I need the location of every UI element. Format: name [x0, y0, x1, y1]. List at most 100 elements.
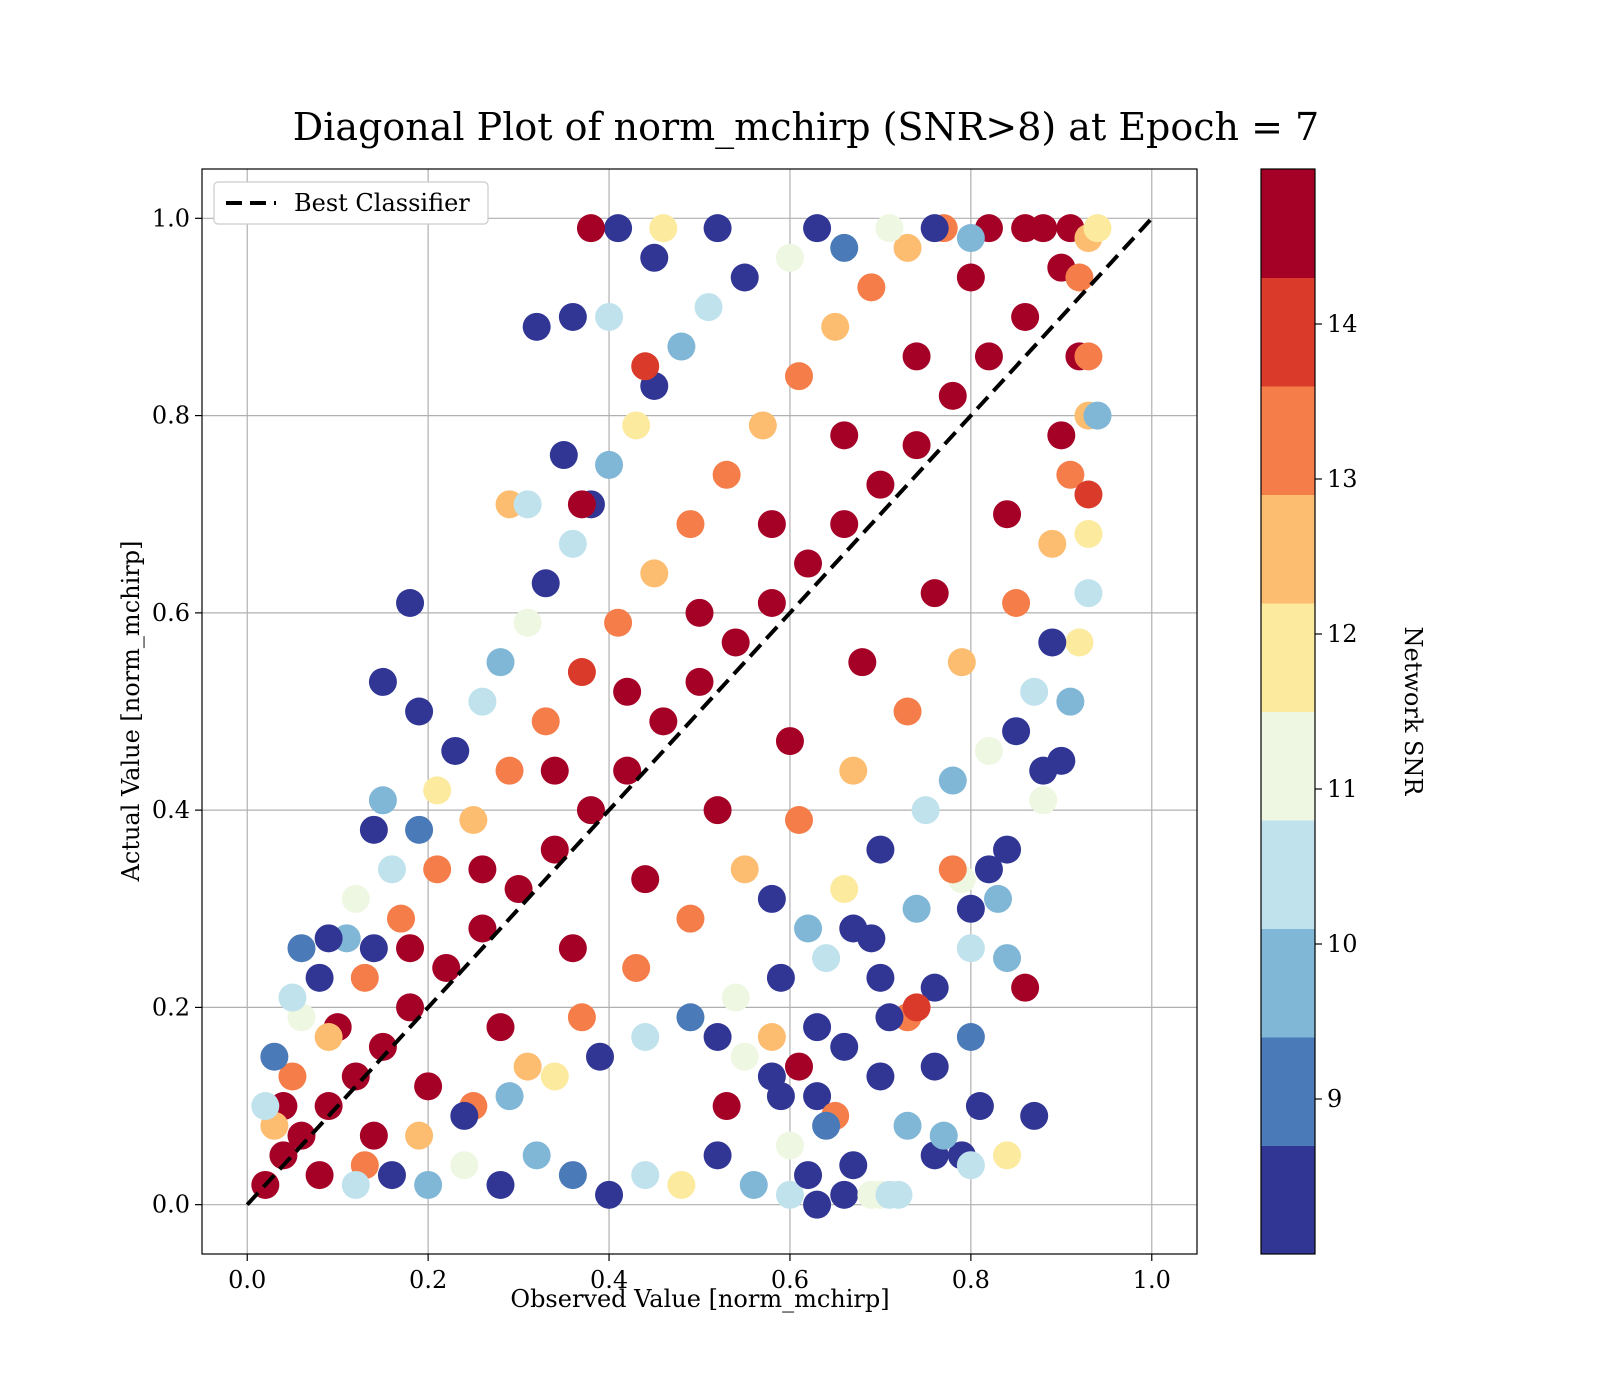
scatter-point — [757, 510, 786, 539]
scatter-point — [785, 1052, 813, 1081]
colorbar-segment — [1261, 928, 1315, 1038]
scatter-point — [513, 608, 542, 637]
scatter-point — [839, 756, 868, 785]
scatter-point — [812, 944, 841, 973]
scatter-point — [721, 983, 750, 1012]
scatter-point — [1029, 756, 1058, 785]
colorbar-segment — [1261, 1145, 1315, 1255]
scatter-point — [993, 835, 1022, 864]
scatter-point — [450, 1101, 479, 1130]
scatter-point — [513, 490, 542, 519]
scatter-point — [1011, 973, 1040, 1002]
scatter-point — [359, 934, 388, 963]
scatter-point — [341, 1062, 370, 1091]
scatter-point — [1074, 579, 1103, 608]
scatter-point — [341, 1170, 370, 1199]
scatter-point — [368, 786, 397, 815]
scatter-point — [359, 1121, 388, 1150]
scatter-point — [350, 963, 379, 992]
scatter-point — [558, 529, 587, 558]
scatter-point — [721, 628, 750, 657]
scatter-point — [1074, 342, 1103, 371]
scatter-point — [938, 381, 967, 410]
scatter-point — [1029, 214, 1058, 243]
colorbar-frame — [1260, 168, 1316, 1255]
scatter-point — [531, 569, 560, 598]
scatter-point — [775, 243, 804, 272]
scatter-point — [377, 1161, 406, 1190]
scatter-point — [875, 214, 904, 243]
scatter-point — [703, 1023, 732, 1051]
scatter-point — [775, 727, 804, 756]
scatter-point — [785, 806, 813, 834]
colorbar-tick-label: 14 — [1327, 310, 1358, 338]
scatter-point — [712, 1092, 741, 1121]
scatter-point — [1083, 214, 1112, 243]
scatter-point — [812, 1111, 841, 1140]
scatter-point — [405, 815, 434, 844]
scatter-point — [1002, 717, 1031, 746]
scatter-point — [902, 342, 931, 371]
scatter-point — [902, 894, 931, 923]
scatter-point — [902, 993, 931, 1022]
scatter-point — [965, 1092, 994, 1121]
scatter-point — [387, 904, 415, 933]
y-tick-label: 0.4 — [152, 796, 190, 824]
scatter-point — [359, 815, 388, 844]
scatter-point — [604, 608, 633, 637]
scatter-point — [287, 934, 316, 963]
scatter-point — [757, 589, 786, 617]
scatter-point — [604, 214, 633, 243]
scatter-point — [866, 470, 895, 499]
scatter-point — [405, 1121, 434, 1150]
scatter-point — [938, 855, 967, 884]
scatter-point — [830, 421, 859, 450]
scatter-point — [1083, 401, 1112, 430]
scatter-point — [631, 1161, 660, 1190]
scatter-point — [748, 411, 777, 440]
scatter-point — [441, 736, 470, 765]
colorbar-segment — [1261, 494, 1315, 604]
scatter-point — [703, 214, 732, 243]
scatter-point — [794, 1161, 823, 1190]
scatter-point — [956, 1151, 985, 1180]
scatter-point — [396, 589, 425, 617]
scatter-point — [757, 884, 786, 913]
scatter-point — [766, 963, 795, 992]
scatter-point — [911, 796, 940, 825]
scatter-point — [1047, 421, 1076, 450]
scatter-point — [920, 579, 949, 608]
scatter-point — [956, 224, 985, 253]
scatter-point — [549, 441, 578, 470]
plot-frame — [201, 168, 1198, 1255]
scatter-point — [766, 1082, 795, 1111]
scatter-point — [830, 1032, 859, 1061]
chart-title: Diagonal Plot of norm_mchirp (SNR>8) at … — [293, 105, 1319, 150]
scatter-point — [278, 983, 307, 1012]
scatter-point — [866, 963, 895, 992]
scatter-point — [775, 1131, 804, 1160]
scatter-point — [730, 1042, 759, 1071]
scatter-point — [631, 352, 660, 381]
scatter-point — [278, 1062, 307, 1091]
colorbar-tick-label: 13 — [1327, 465, 1358, 493]
scatter-point — [459, 806, 488, 834]
scatter-point — [540, 756, 569, 785]
scatter-point — [260, 1042, 289, 1071]
scatter-point — [893, 1111, 922, 1140]
scatter-point — [703, 1141, 732, 1170]
scatter-point — [694, 293, 723, 322]
colorbar-tick-label: 9 — [1327, 1085, 1342, 1113]
x-tick-label: 0.4 — [590, 1266, 628, 1294]
x-tick-label: 0.8 — [952, 1266, 990, 1294]
scatter-point — [794, 914, 823, 943]
scatter-point — [251, 1092, 280, 1121]
scatter-point — [920, 214, 949, 243]
scatter-point — [305, 963, 334, 992]
y-tick-label: 1.0 — [152, 204, 190, 232]
scatter-point — [540, 835, 569, 864]
scatter-point — [848, 648, 877, 677]
scatter-point — [839, 914, 868, 943]
scatter-point — [1002, 589, 1031, 617]
